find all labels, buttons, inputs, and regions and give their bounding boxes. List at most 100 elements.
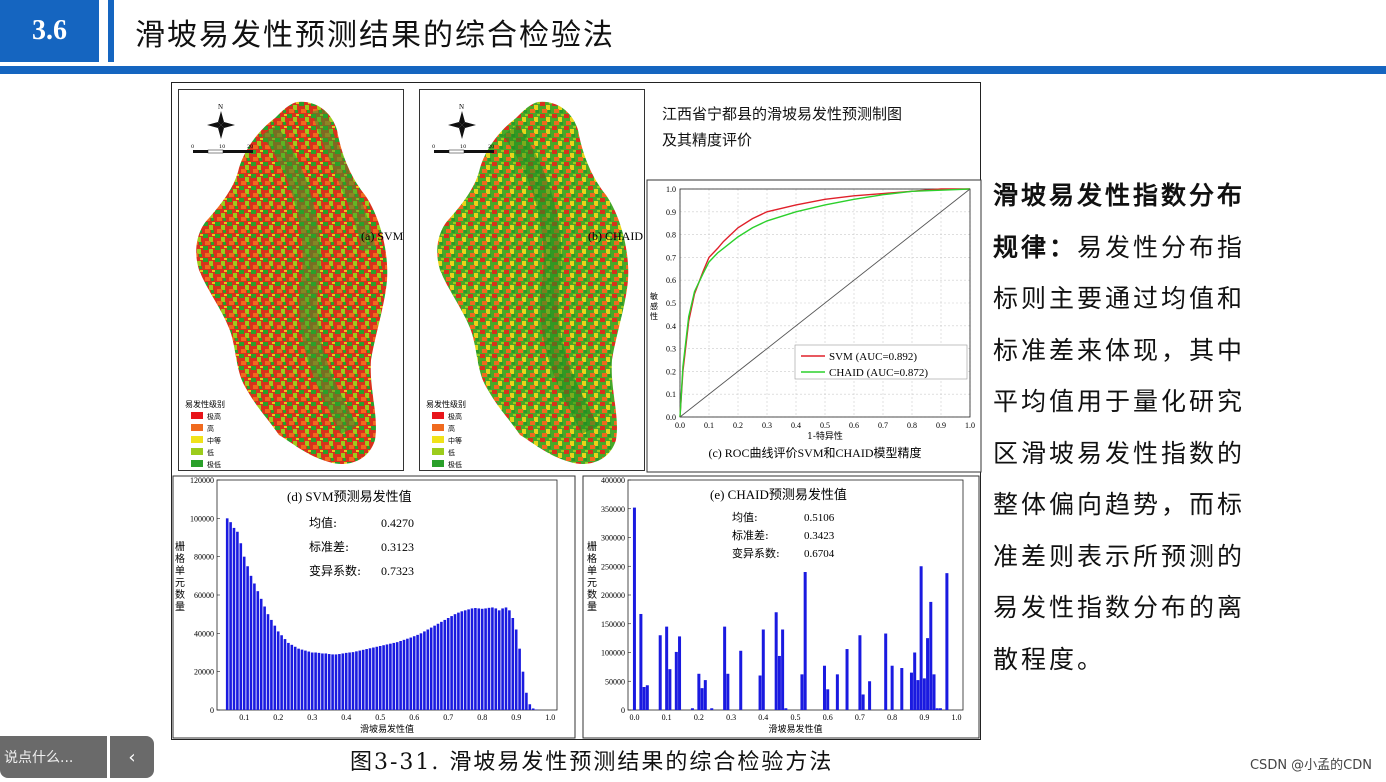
histogram-bar <box>774 612 778 710</box>
svm-histogram: 0 20000 40000 60000 80000 100000 120000 0.1 0.2 0… <box>172 475 576 739</box>
histogram-x-tick-label: 0.2 <box>273 713 283 722</box>
histogram-bar <box>761 629 765 710</box>
roc-x-axis-label: 1-特异性 <box>807 430 843 442</box>
histogram-y-tick-label: 400000 <box>601 476 625 485</box>
histogram-x-tick-label: 0.3 <box>726 713 736 722</box>
histogram-bar <box>273 625 277 710</box>
histogram-panel-border <box>582 475 980 739</box>
roc-y-tick-label: 1.0 <box>666 185 676 194</box>
histogram-bar <box>884 633 888 710</box>
histogram-stat-label: 变异系数: <box>309 563 361 578</box>
roc-x-tick-label: 1.0 <box>965 421 975 430</box>
histogram-bar <box>645 685 649 710</box>
roc-y-tick-label: 0.8 <box>666 231 676 240</box>
chat-input[interactable]: 说点什么... <box>0 736 107 778</box>
histogram-bar <box>246 566 249 710</box>
histogram-bar <box>674 651 678 710</box>
histogram-bar <box>378 645 382 710</box>
histogram-bar <box>395 642 399 710</box>
svg-text:0: 0 <box>432 144 435 150</box>
histogram-bar <box>426 629 430 710</box>
roc-y-tick-label: 0.7 <box>666 253 676 262</box>
histogram-title: (e) CHAID预测易发性值 <box>710 487 847 502</box>
histogram-y-tick-label: 100000 <box>190 514 214 523</box>
compass-icon: N <box>448 103 476 139</box>
histogram-bar <box>453 614 457 710</box>
histogram-y-tick-label: 0 <box>621 706 625 715</box>
histogram-bar <box>304 650 307 710</box>
histogram-stat-value: 0.3123 <box>381 540 414 554</box>
histogram-y-tick-label: 60000 <box>194 591 214 600</box>
slide-title: 滑坡易发性预测结果的综合检验法 <box>135 18 615 53</box>
histogram-bar <box>297 648 300 710</box>
histogram-bar <box>351 652 355 710</box>
histogram-bar <box>690 708 694 710</box>
histogram-stat-label: 变异系数: <box>732 546 780 560</box>
histogram-bar <box>249 575 253 710</box>
svg-text:极高: 极高 <box>448 412 462 421</box>
histogram-stat-value: 0.7323 <box>381 564 414 578</box>
histogram-bar <box>726 673 730 710</box>
roc-x-tick-label: 0.1 <box>704 421 714 430</box>
histogram-y-tick-label: 100000 <box>601 649 625 658</box>
roc-y-tick-label: 0.6 <box>666 276 676 285</box>
histogram-x-tick-label: 0.6 <box>823 713 833 722</box>
histogram-bar <box>700 688 704 710</box>
histogram-bar <box>678 636 682 710</box>
histogram-bar <box>822 665 826 710</box>
map-chaid-label: (b) CHAID <box>588 229 643 243</box>
histogram-bar <box>355 651 358 710</box>
histogram-stat-value: 0.5106 <box>804 512 835 524</box>
svg-text:极高: 极高 <box>207 412 221 421</box>
histogram-bar <box>327 654 331 710</box>
histogram-bar <box>919 566 923 710</box>
histogram-y-axis-label: 单 <box>175 565 185 577</box>
roc-y-tick-label: 0.5 <box>666 299 676 308</box>
histogram-bar <box>758 675 762 710</box>
histogram-bar <box>514 629 518 710</box>
histogram-bar <box>890 665 894 710</box>
histogram-bar <box>341 653 345 710</box>
histogram-bar <box>803 572 807 710</box>
svg-text:易发性级别: 易发性级别 <box>426 399 466 409</box>
histogram-bar <box>382 645 385 710</box>
collapse-chevron-icon[interactable]: ‹ <box>110 736 154 778</box>
histogram-bar <box>280 635 283 710</box>
figure-caption: 图3-31. 滑坡易发性预测结果的综合检验方法 <box>350 750 834 775</box>
histogram-bar <box>491 607 494 710</box>
map-panel-chaid: (b) CHAID N 0 10 20 易发性级别 极高 高 中等 低 <box>419 89 645 471</box>
histogram-bar <box>385 644 389 710</box>
histogram-bar <box>334 654 338 710</box>
histogram-x-tick-label: 0.5 <box>375 713 385 722</box>
roc-x-tick-label: 0.7 <box>878 421 888 430</box>
histogram-y-axis-label: 数 <box>175 588 185 601</box>
roc-y-axis-label: 敏 <box>650 291 658 301</box>
histogram-bar <box>314 652 317 710</box>
histogram-x-tick-label: 0.7 <box>443 713 453 722</box>
histogram-x-axis-label: 滑坡易发性值 <box>768 723 822 735</box>
histogram-bar <box>658 635 662 710</box>
histogram-bar <box>348 652 351 710</box>
histogram-bar <box>409 637 413 710</box>
histogram-bar <box>525 692 528 710</box>
histogram-stat-value: 0.4270 <box>381 516 414 530</box>
histogram-bar <box>777 655 781 710</box>
roc-x-tick-label: 0.6 <box>849 421 859 430</box>
histogram-bar <box>487 607 491 710</box>
histogram-bar <box>283 639 287 710</box>
svg-text:极低: 极低 <box>448 460 462 469</box>
histogram-bar <box>232 527 236 710</box>
figure-title: 江西省宁都县的滑坡易发性预测制图 及其精度评价 <box>662 101 902 153</box>
map-svm: (a) SVM N 0 10 20 易发性级别 极高 高 中等 低 <box>185 101 404 469</box>
histogram-x-tick-label: 0.7 <box>855 713 865 722</box>
histogram-stat-label: 均值: <box>309 515 337 530</box>
histogram-y-tick-label: 80000 <box>194 553 214 562</box>
histogram-x-tick-label: 0.8 <box>477 713 487 722</box>
histogram-bar <box>528 704 532 710</box>
scale-bar: 0 10 20 <box>432 144 494 154</box>
histogram-bar <box>290 644 294 710</box>
histogram-bar <box>423 631 426 710</box>
figure-frame: (a) SVM N 0 10 20 易发性级别 极高 高 中等 低 <box>171 82 982 740</box>
histogram-x-tick-label: 1.0 <box>545 713 555 722</box>
histogram-bar <box>474 608 477 710</box>
